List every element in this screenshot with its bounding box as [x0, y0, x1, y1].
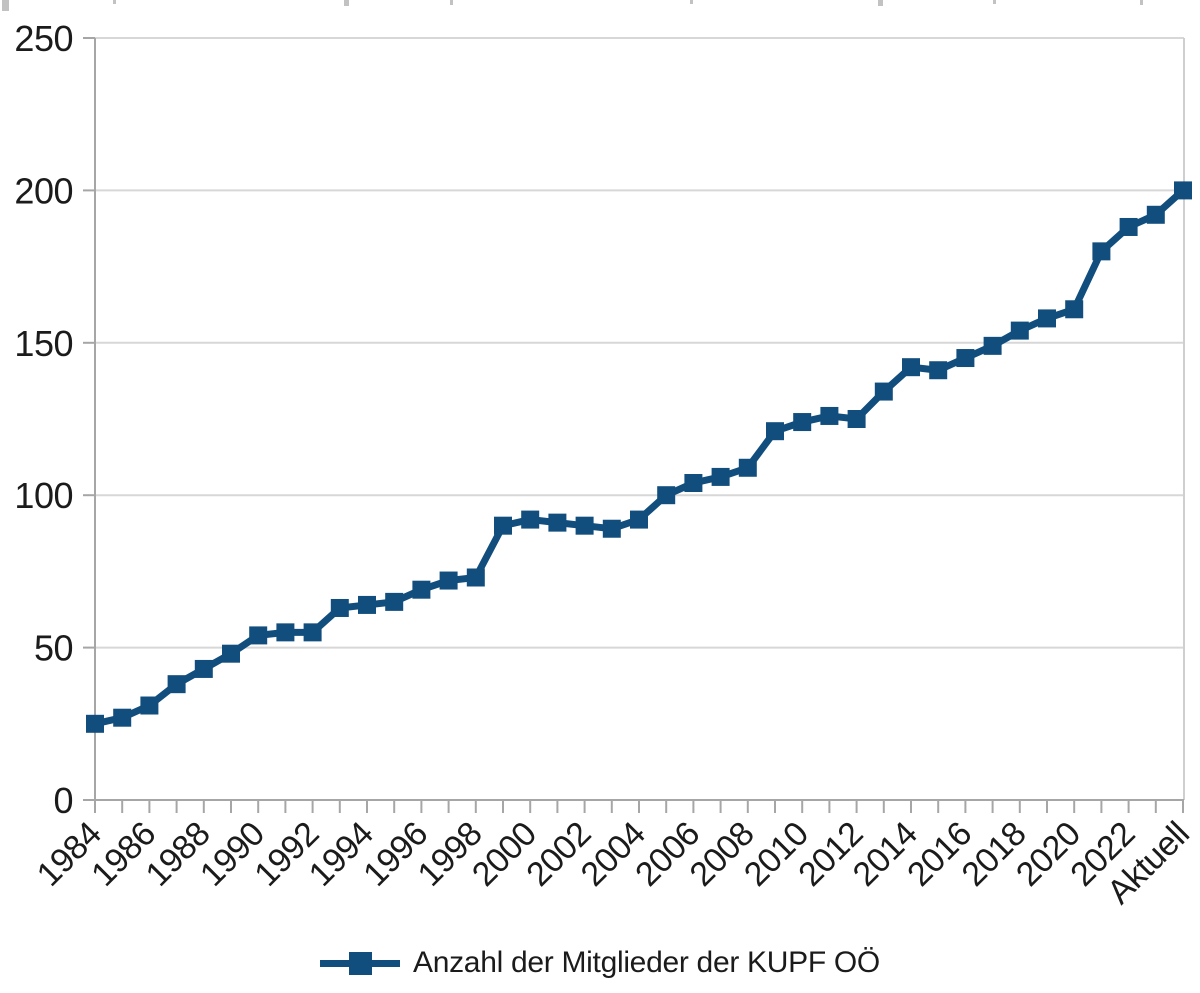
data-point-2001	[548, 513, 567, 532]
data-point-2002	[575, 516, 594, 535]
data-point-1997	[439, 571, 458, 590]
crop-artifact	[344, 0, 349, 6]
crop-artifact	[450, 0, 453, 5]
data-point-2003	[602, 519, 621, 538]
data-point-1994	[358, 595, 376, 614]
data-point-2015	[929, 361, 948, 380]
y-axis-label-0: 0	[53, 780, 73, 821]
data-point-1998	[466, 568, 485, 587]
data-point-2004	[630, 510, 648, 529]
data-point-2017	[983, 336, 1002, 355]
data-point-2018	[1010, 321, 1029, 340]
crop-artifact	[1140, 0, 1143, 5]
data-point-2014	[902, 358, 920, 377]
data-point-1985	[113, 708, 132, 727]
data-point-Aktuell	[1174, 181, 1192, 200]
data-point-2005	[657, 486, 676, 505]
data-point-2021	[1092, 242, 1111, 261]
chart-legend: Anzahl der Mitglieder der KUPF OÖ	[0, 946, 1200, 980]
data-point-2011	[820, 406, 839, 425]
data-point-2013	[874, 382, 893, 401]
data-point-1999	[494, 516, 512, 535]
y-axis-label-100: 100	[14, 475, 73, 516]
data-point-2007	[711, 467, 730, 486]
data-point-2008	[738, 458, 757, 477]
y-axis-label-150: 150	[14, 323, 73, 364]
data-point-2016	[956, 349, 975, 368]
data-point-2006	[684, 474, 703, 493]
legend-series-marker	[320, 951, 401, 975]
data-point-1984	[86, 714, 104, 733]
y-axis-label-200: 200	[14, 170, 73, 211]
legend-series-label: Anzahl der Mitglieder der KUPF OÖ	[413, 946, 880, 979]
data-point-2023	[1146, 205, 1165, 224]
legend-square-swatch	[349, 951, 373, 975]
data-point-1993	[330, 598, 349, 617]
data-point-1992	[303, 623, 322, 642]
crop-artifact	[993, 0, 996, 4]
data-point-2012	[847, 410, 866, 428]
y-axis-label-50: 50	[34, 628, 73, 669]
data-point-1995	[385, 592, 404, 611]
crop-artifact	[113, 0, 116, 4]
data-point-1988	[194, 659, 213, 678]
data-point-2022	[1119, 217, 1138, 236]
data-point-1989	[222, 644, 240, 663]
data-point-2010	[793, 413, 812, 432]
data-point-2019	[1038, 309, 1056, 328]
data-point-1987	[167, 675, 186, 694]
data-point-1996	[412, 580, 431, 599]
crop-artifact	[2, 0, 9, 11]
data-point-2009	[766, 422, 784, 441]
data-point-1986	[140, 696, 159, 715]
crop-artifact	[878, 0, 883, 6]
crop-artifact	[690, 0, 693, 4]
y-axis-label-250: 250	[14, 18, 73, 59]
data-point-2020	[1065, 300, 1084, 319]
data-point-1991	[276, 623, 295, 642]
data-point-1990	[249, 626, 268, 645]
data-point-2000	[521, 510, 540, 529]
